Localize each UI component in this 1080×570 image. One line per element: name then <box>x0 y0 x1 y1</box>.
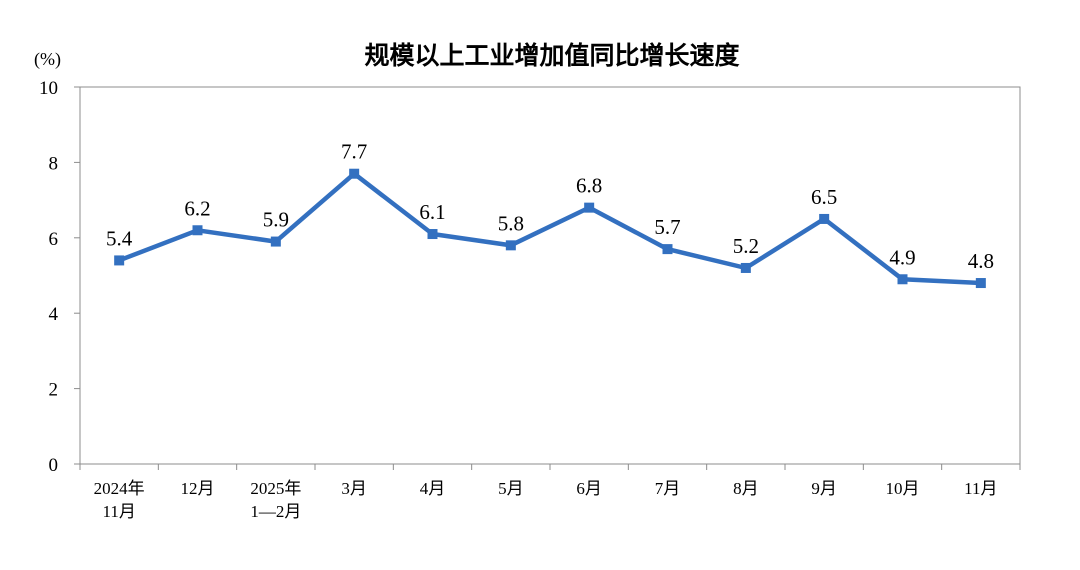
x-tick-label: 3月 <box>341 479 367 498</box>
y-tick-label: 10 <box>39 78 58 99</box>
data-label: 4.8 <box>968 249 994 273</box>
data-point <box>505 240 516 251</box>
data-point <box>740 262 751 273</box>
x-tick-label: 9月 <box>811 479 837 498</box>
data-label: 6.5 <box>811 185 837 209</box>
data-label: 7.7 <box>341 140 367 164</box>
x-tick-label: 10月 <box>886 479 920 498</box>
data-point <box>114 255 125 266</box>
y-axis-unit: (%) <box>34 49 61 70</box>
data-point <box>819 213 830 224</box>
data-labels: 5.4 6.2 5.9 7.7 6.1 5.8 6.8 5.7 5.2 6.5 4.9 4.8 <box>106 140 994 273</box>
chart-title: 规模以上工业增加值同比增长速度 <box>364 41 739 70</box>
x-tick-label: 5月 <box>498 479 524 498</box>
data-label: 5.4 <box>106 226 133 250</box>
data-point <box>349 168 360 179</box>
series-line <box>116 171 984 286</box>
y-tick-label: 8 <box>49 153 59 174</box>
data-point <box>975 278 986 289</box>
data-label: 5.8 <box>498 211 524 235</box>
data-label: 6.2 <box>184 196 210 220</box>
y-tick-label: 4 <box>49 304 59 325</box>
x-tick-label: 1—2月 <box>250 502 301 521</box>
y-tick-label: 2 <box>49 380 59 401</box>
data-label: 5.9 <box>263 208 289 232</box>
x-tick-label: 2024年 <box>94 479 145 498</box>
data-label: 6.1 <box>419 200 445 224</box>
data-label: 5.2 <box>733 234 759 258</box>
x-tick-label: 8月 <box>733 479 759 498</box>
x-tick-label: 4月 <box>420 479 446 498</box>
data-label: 4.9 <box>889 245 915 269</box>
y-tick-label: 6 <box>49 229 59 250</box>
data-point <box>427 229 438 240</box>
x-axis: 2024年 11月 12月 2025年 1—2月 3月 4月 5月 6月 7月 8月 9月 10月 11月 <box>79 464 1021 521</box>
y-axis: 0 2 4 6 8 10 <box>39 78 80 476</box>
data-point <box>662 244 673 255</box>
plot-frame <box>79 86 1021 465</box>
x-tick-label: 11月 <box>102 502 135 521</box>
x-tick-label: 12月 <box>181 479 215 498</box>
x-tick-label: 11月 <box>964 479 997 498</box>
data-label: 6.8 <box>576 174 602 198</box>
series-markers <box>114 168 986 289</box>
data-point <box>192 225 203 236</box>
x-tick-label: 7月 <box>655 479 681 498</box>
data-label: 5.7 <box>654 215 680 239</box>
data-point <box>270 236 281 247</box>
data-point <box>584 202 595 213</box>
x-tick-label: 2025年 <box>250 479 301 498</box>
data-point <box>897 274 908 285</box>
y-tick-label: 0 <box>49 455 59 476</box>
x-tick-label: 6月 <box>576 479 602 498</box>
